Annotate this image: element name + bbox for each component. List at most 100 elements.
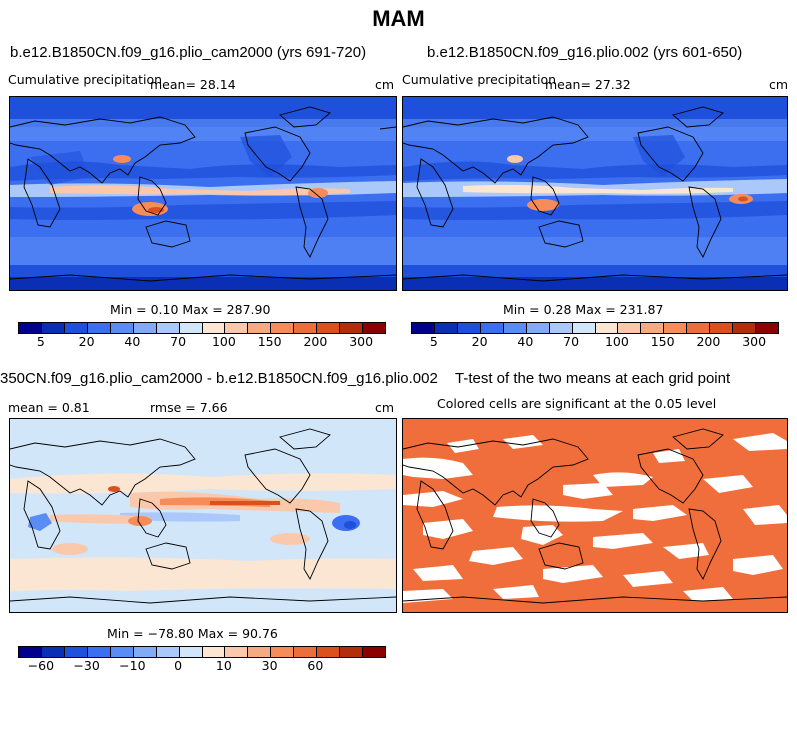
colorbar-cell [248,323,272,333]
colorbar-tick-label: 0 [174,658,183,673]
panel3-title: 350CN.f09_g16.plio_cam2000 - b.e12.B1850… [0,370,438,387]
colorbar-tick-label: 100 [211,334,236,349]
colorbar-cell [294,323,318,333]
colorbar-cell [340,647,364,657]
colorbar-tick-label: 40 [124,334,141,349]
colorbar-tick-label: 10 [215,658,232,673]
colorbar-cell [733,323,757,333]
panel4-map-svg [403,419,787,612]
colorbar-cell [572,323,596,333]
colorbar-cell [618,323,642,333]
panel2-colorbar [411,322,779,334]
colorbar-tick-label: 70 [563,334,580,349]
colorbar-cell [756,323,778,333]
panel3-map-svg [10,419,396,612]
colorbar-tick-label: 5 [36,334,45,349]
panel4-significance-map [402,418,788,613]
colorbar-cell [225,323,249,333]
colorbar-cell [110,323,134,333]
panel2-map-svg [403,97,787,290]
panel1-mean: mean= 28.14 [150,77,236,92]
panel2-mean: mean= 27.32 [545,77,631,92]
colorbar-tick-label: 200 [696,334,721,349]
colorbar-cell [179,323,203,333]
colorbar-cell [64,323,88,333]
panel4-title: T-test of the two means at each grid poi… [455,370,731,387]
colorbar-cell [317,323,341,333]
colorbar-tick-label: 30 [261,658,278,673]
colorbar-cell [412,323,435,333]
colorbar-cell [480,323,504,333]
colorbar-tick-label: 40 [517,334,534,349]
panel3-minmax: Min = −78.80 Max = 90.76 [107,626,278,641]
panel1-title: b.e12.B1850CN.f09_g16.plio_cam2000 (yrs … [10,44,367,61]
colorbar-cell [271,323,295,333]
colorbar-cell [41,647,65,657]
colorbar-cell [595,323,619,333]
colorbar-cell [340,323,364,333]
panel2-units: cm [769,77,789,92]
colorbar-cell [87,323,111,333]
colorbar-cell [19,323,42,333]
colorbar-cell [248,647,272,657]
colorbar-tick-label: 150 [257,334,282,349]
colorbar-cell [156,647,180,657]
panel3-colorbar [18,646,386,658]
panel2-precip-map [402,96,788,291]
colorbar-cell [641,323,665,333]
colorbar-cell [202,323,226,333]
colorbar-cell [664,323,688,333]
colorbar-cell [457,323,481,333]
colorbar-cell [503,323,527,333]
colorbar-tick-label: 5 [429,334,438,349]
colorbar-tick-label: 200 [303,334,328,349]
panel1-map-svg [10,97,396,290]
colorbar-cell [202,647,226,657]
colorbar-cell [87,647,111,657]
figure-title: MAM [372,6,425,31]
panel3-units: cm [375,400,395,415]
panel1-minmax: Min = 0.10 Max = 287.90 [110,302,271,317]
panel2-minmax: Min = 0.28 Max = 231.87 [503,302,664,317]
panel1-precip-map [9,96,397,291]
colorbar-cell [225,647,249,657]
colorbar-cell [19,647,42,657]
panel4-subtitle: Colored cells are significant at the 0.0… [437,396,717,411]
colorbar-cell [526,323,550,333]
panel2-variable: Cumulative precipitation [402,72,557,87]
panel1-colorbar [18,322,386,334]
colorbar-tick-label: 20 [78,334,95,349]
colorbar-tick-label: 150 [650,334,675,349]
colorbar-tick-label: 70 [170,334,187,349]
panel1-variable: Cumulative precipitation [8,72,163,87]
colorbar-tick-label: 60 [307,658,324,673]
colorbar-cell [41,323,65,333]
panel2-title: b.e12.B1850CN.f09_g16.plio.002 (yrs 601-… [427,44,743,61]
colorbar-cell [363,323,385,333]
colorbar-cell [133,647,157,657]
colorbar-cell [156,323,180,333]
panel3-rmse: rmse = 7.66 [150,400,228,415]
colorbar-cell [363,647,385,657]
colorbar-cell [271,647,295,657]
colorbar-cell [687,323,711,333]
colorbar-tick-label: 300 [349,334,374,349]
colorbar-cell [549,323,573,333]
colorbar-cell [64,647,88,657]
colorbar-cell [110,647,134,657]
colorbar-tick-label: −10 [119,658,146,673]
colorbar-tick-label: 100 [604,334,629,349]
colorbar-tick-label: −60 [27,658,55,673]
panel3-mean: mean = 0.81 [8,400,90,415]
colorbar-cell [179,647,203,657]
colorbar-cell [317,647,341,657]
colorbar-tick-label: −30 [73,658,100,673]
panel3-difference-map [9,418,397,613]
colorbar-cell [434,323,458,333]
panel1-units: cm [375,77,395,92]
colorbar-cell [710,323,734,333]
colorbar-cell [294,647,318,657]
colorbar-cell [133,323,157,333]
colorbar-tick-label: 20 [471,334,488,349]
colorbar-tick-label: 300 [742,334,767,349]
